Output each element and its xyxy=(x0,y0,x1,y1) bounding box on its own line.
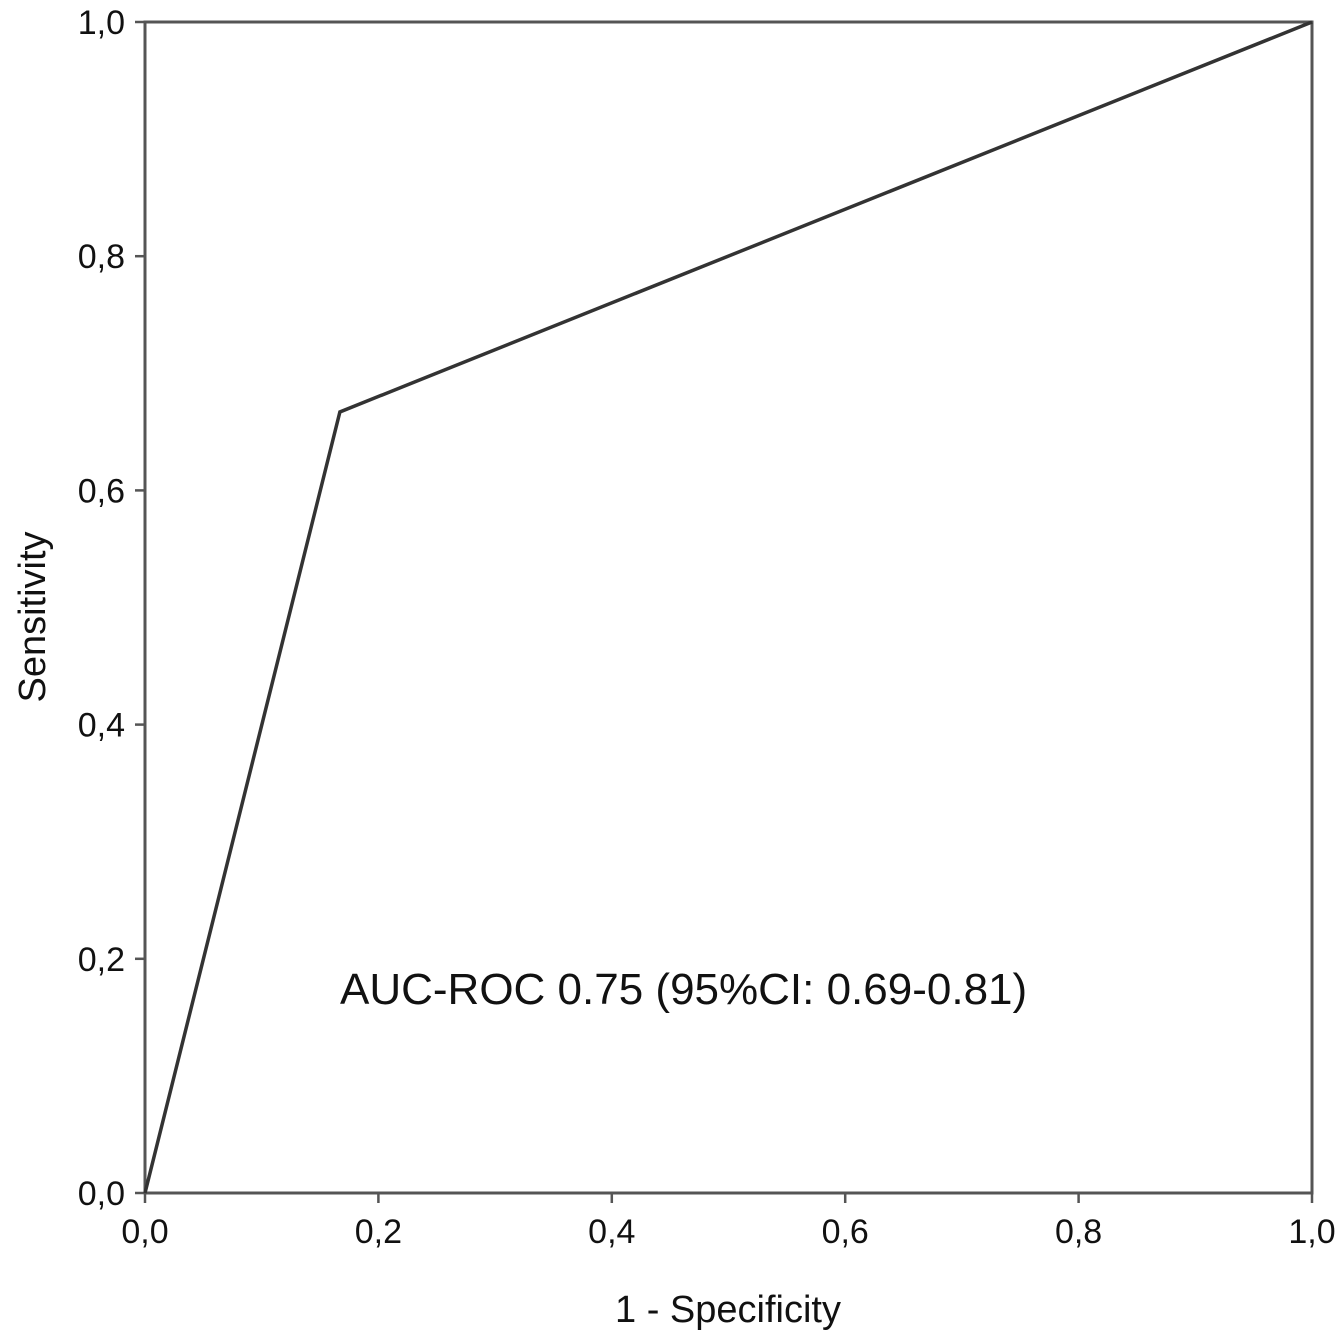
x-tick-label: 0,6 xyxy=(822,1213,869,1251)
y-tick-label: 1,0 xyxy=(78,4,125,42)
x-tick-label: 1,0 xyxy=(1288,1213,1335,1251)
y-axis-title: Sensitivity xyxy=(12,531,54,702)
y-tick-label: 0,0 xyxy=(78,1175,125,1213)
x-tick-label: 0,4 xyxy=(588,1213,635,1251)
y-tick-label: 0,6 xyxy=(78,472,125,510)
y-tick-label: 0,8 xyxy=(78,238,125,276)
auc-annotation: AUC-ROC 0.75 (95%CI: 0.69-0.81) xyxy=(340,965,1027,1014)
x-axis-ticks: 0,0 0,2 0,4 0,6 0,8 1,0 xyxy=(121,1193,1336,1251)
x-tick-label: 0,0 xyxy=(121,1213,168,1251)
x-axis-title: 1 - Specificity xyxy=(615,1289,841,1331)
roc-curve-line xyxy=(143,20,1313,1194)
x-tick-label: 0,8 xyxy=(1055,1213,1102,1251)
series-layer xyxy=(143,20,1313,1194)
y-axis-ticks: 0,0 0,2 0,4 0,6 0,8 1,0 xyxy=(78,4,145,1213)
x-tick-label: 0,2 xyxy=(355,1213,402,1251)
y-tick-label: 0,4 xyxy=(78,707,125,745)
y-tick-label: 0,2 xyxy=(78,941,125,979)
plot-frame xyxy=(143,20,1314,1195)
